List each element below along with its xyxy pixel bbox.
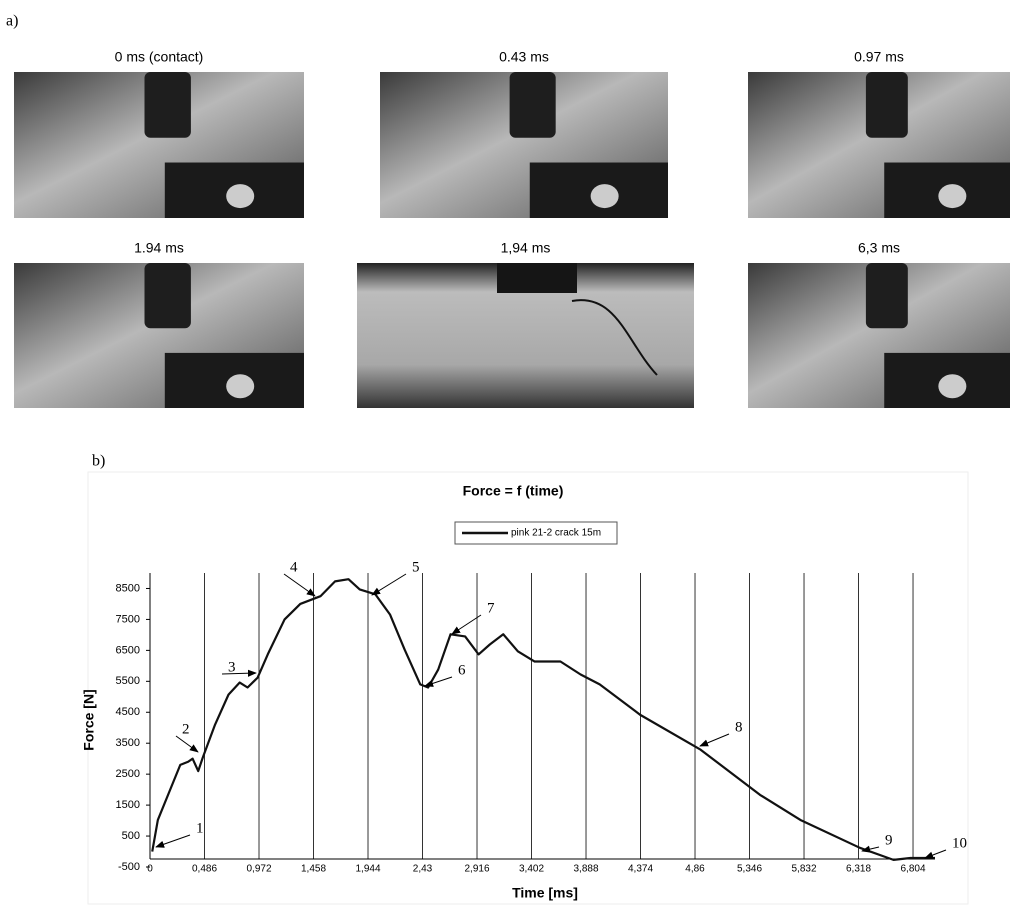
photo-detail xyxy=(509,72,556,138)
plot-frame xyxy=(87,471,969,905)
y-tick-label: 8500 xyxy=(116,582,140,594)
photo-caption: 6,3 ms xyxy=(858,240,900,256)
y-tick-label: -500 xyxy=(118,861,140,873)
photo-detail xyxy=(144,72,191,138)
annotation: 1 xyxy=(196,820,204,836)
photo-caption: 0.43 ms xyxy=(499,49,549,65)
chart: b) Force = f (time) pink 21-2 crack 15m -50… xyxy=(81,453,969,905)
photo-caption: 0 ms (contact) xyxy=(115,49,204,65)
annotation-arrow xyxy=(371,573,407,596)
y-tick-label: 5500 xyxy=(116,675,140,687)
annotation: 8 xyxy=(735,719,743,735)
photo-detail xyxy=(865,72,908,138)
photo-detail xyxy=(144,263,191,329)
photo-detail xyxy=(226,184,255,209)
photo-grid: 0 ms (contact) 0.43 ms 0.97 ms 1.94 ms 1,94 … xyxy=(14,49,1010,408)
x-tick-label: 5,832 xyxy=(792,864,817,875)
annotation: 7 xyxy=(487,600,495,616)
y-tick-label: 4500 xyxy=(116,706,140,718)
y-tick-label: 7500 xyxy=(116,613,140,625)
x-tick-label: 3,888 xyxy=(573,864,598,875)
annotation: 5 xyxy=(412,559,420,575)
photo-caption: 1.94 ms xyxy=(134,240,184,256)
annotation-arrow xyxy=(861,845,880,853)
x-tick-label: 2,916 xyxy=(464,864,489,875)
chart-title: Force = f (time) xyxy=(463,483,564,499)
data-line xyxy=(151,578,935,861)
x-tick-label: 3,402 xyxy=(519,864,544,875)
panel-label: b) xyxy=(92,453,105,470)
annotation-arrow xyxy=(221,669,257,677)
x-axis-label: Time [ms] xyxy=(512,885,578,901)
legend-box xyxy=(454,521,618,545)
x-tick-label: 1,944 xyxy=(355,864,380,875)
x-tick-label: 5,346 xyxy=(737,864,762,875)
y-axis-label: Force [N] xyxy=(81,689,97,750)
x-tick-label: 0,486 xyxy=(192,864,217,875)
annotation-arrow xyxy=(175,735,199,753)
annotation: 4 xyxy=(290,559,298,575)
y-tick-label: 6500 xyxy=(116,644,140,656)
photo-detail xyxy=(571,299,658,376)
annotation: 3 xyxy=(228,659,236,675)
panel-label: a) xyxy=(6,13,18,30)
x-tick-label: 4,86 xyxy=(685,864,705,875)
y-tick-label: 2500 xyxy=(116,768,140,780)
y-tick-label: 500 xyxy=(122,830,140,842)
x-tick-label: 4,374 xyxy=(628,864,653,875)
photo-detail xyxy=(938,374,967,399)
annotation: 9 xyxy=(885,832,893,848)
annotation: 6 xyxy=(458,662,466,678)
photo-caption: 1,94 ms xyxy=(501,240,551,256)
annotation-arrow xyxy=(155,834,191,848)
legend-label: pink 21-2 crack 15m xyxy=(511,528,601,539)
annotation-arrow xyxy=(424,676,453,687)
photo-detail xyxy=(590,184,619,209)
annotation-arrow xyxy=(283,573,316,597)
y-tick-label: 1500 xyxy=(116,799,140,811)
photo-detail xyxy=(497,263,577,293)
y-tick-label: 3500 xyxy=(116,737,140,749)
annotation-arrow xyxy=(451,614,482,635)
annotation: 2 xyxy=(182,721,190,737)
x-tick-label: 2,43 xyxy=(413,864,433,875)
x-tick-label: 1,458 xyxy=(301,864,326,875)
annotation: 10 xyxy=(952,835,967,851)
photo-detail xyxy=(865,263,908,329)
annotation-arrow xyxy=(699,733,730,747)
photo-detail xyxy=(938,184,967,209)
photo-detail xyxy=(226,374,255,399)
x-tick-label: 0 xyxy=(147,864,153,875)
x-tick-label: 6,804 xyxy=(901,864,926,875)
photo-caption: 0.97 ms xyxy=(854,49,904,65)
annotation-arrow xyxy=(924,849,947,859)
x-tick-label: 0,972 xyxy=(246,864,271,875)
x-tick-label: 6,318 xyxy=(846,864,871,875)
